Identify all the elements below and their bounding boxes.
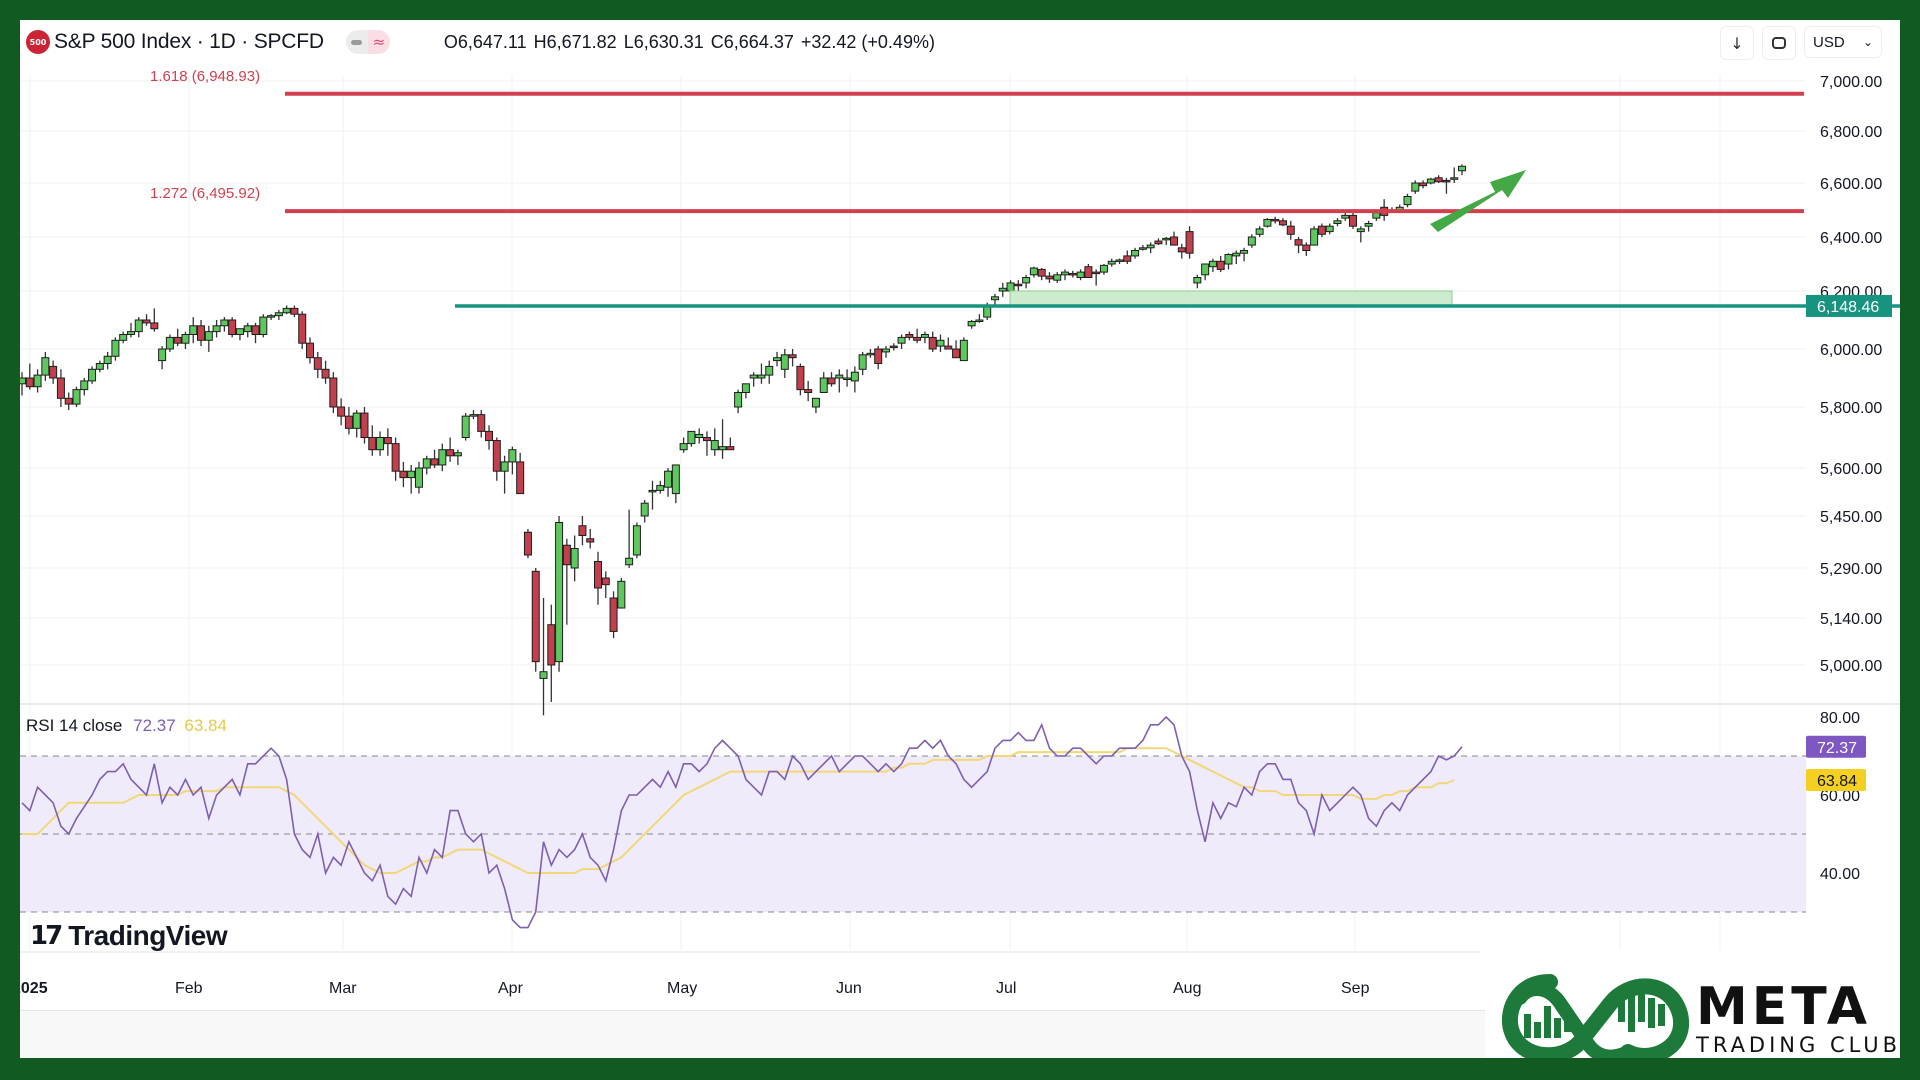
currency-value: USD — [1813, 33, 1845, 51]
fib-level-label: 1.618 (6,948.93) — [150, 68, 260, 85]
change-value: +32.42 (+0.49%) — [800, 31, 935, 52]
ohlc-values: O6,647.11 H6,671.82 L6,630.31 C6,664.37 +32.… — [414, 20, 942, 74]
time-axis: 2025 Feb Mar Apr May Jun Jul Aug Sep — [20, 980, 1370, 997]
svg-text:5,140.00: 5,140.00 — [1820, 611, 1882, 628]
infinity-logo-icon — [1501, 974, 1690, 1058]
symbol-title[interactable]: S&P 500 Index · 1D · SPCFD — [54, 30, 324, 53]
svg-text:Jul: Jul — [996, 980, 1016, 997]
chart-canvas[interactable]: 7,000.006,800.006,600.006,400.006,200.00… — [20, 20, 1900, 1058]
download-button[interactable]: ↓ — [1720, 26, 1754, 60]
download-icon: ↓ — [1730, 33, 1744, 53]
svg-text:5,450.00: 5,450.00 — [1820, 509, 1882, 526]
svg-text:6,800.00: 6,800.00 — [1820, 124, 1882, 141]
svg-text:5,800.00: 5,800.00 — [1820, 400, 1882, 417]
symbol-logo-icon: 500 — [26, 30, 50, 54]
svg-text:7,000.00: 7,000.00 — [1820, 74, 1882, 91]
fullscreen-icon — [1772, 37, 1786, 49]
svg-text:40.00: 40.00 — [1820, 866, 1860, 883]
svg-text:6,148.46: 6,148.46 — [1817, 299, 1879, 316]
svg-text:60.00: 60.00 — [1820, 788, 1860, 805]
low-value: L6,630.31 — [623, 31, 704, 52]
svg-text:72.37: 72.37 — [1817, 740, 1857, 757]
rsi-legend[interactable]: RSI 14 close 72.37 63.84 — [26, 716, 227, 736]
svg-text:5,600.00: 5,600.00 — [1820, 461, 1882, 478]
chart-toolbar: ↓ USD ⌄ — [1720, 26, 1882, 60]
svg-text:5,290.00: 5,290.00 — [1820, 561, 1882, 578]
brand-subtitle: TRADING CLUB — [1696, 1033, 1900, 1057]
rsi-ma-value: 63.84 — [184, 716, 227, 735]
support-zone — [1009, 290, 1453, 307]
market-status-icon — [345, 30, 368, 54]
svg-text:63.84: 63.84 — [1817, 773, 1857, 790]
currency-select[interactable]: USD ⌄ — [1804, 26, 1882, 58]
fullscreen-button[interactable] — [1762, 26, 1796, 60]
rsi-label: RSI 14 close — [26, 716, 123, 735]
close-value: C6,664.37 — [710, 31, 794, 52]
svg-text:5,000.00: 5,000.00 — [1820, 658, 1882, 675]
delayed-data-icon: ≈ — [367, 30, 390, 54]
candles — [20, 164, 1466, 716]
svg-text:6,600.00: 6,600.00 — [1820, 176, 1882, 193]
svg-text:6,000.00: 6,000.00 — [1820, 342, 1882, 359]
tradingview-text: TradingView — [68, 920, 228, 951]
svg-text:Feb: Feb — [175, 980, 203, 997]
svg-text:Mar: Mar — [329, 980, 357, 997]
rsi-ma-line — [22, 747, 1455, 874]
chart-panel: 7,000.00 6,800.00 6,600.00 6,400.00 6,200.00… — [20, 20, 1900, 1058]
brand-name: META — [1696, 977, 1871, 1037]
bottom-toolbar — [20, 1010, 1485, 1058]
tradingview-mark-icon: 17 — [30, 921, 63, 951]
open-value: O6,647.11 — [443, 31, 527, 52]
svg-text:Sep: Sep — [1341, 980, 1370, 997]
fib-level-label: 1.272 (6,495.92) — [150, 185, 260, 202]
rsi-line — [21, 715, 1463, 929]
brand-logo: META TRADING CLUB — [1500, 960, 1900, 1058]
svg-text:80.00: 80.00 — [1820, 710, 1860, 727]
chart-header: 500 S&P 500 Index · 1D · SPCFD ≈ O6,647.… — [26, 28, 942, 56]
svg-text:Apr: Apr — [498, 980, 524, 997]
price-axis: 7,000.006,800.006,600.006,400.006,200.00… — [1820, 74, 1882, 675]
tradingview-logo: 17 TradingView — [30, 920, 228, 952]
svg-text:6,400.00: 6,400.00 — [1820, 230, 1882, 247]
trend-arrow-icon — [1430, 170, 1526, 232]
support-price-tag — [1806, 294, 1892, 317]
chevron-down-icon: ⌄ — [1862, 35, 1873, 49]
svg-text:May: May — [667, 980, 697, 997]
svg-text:2025: 2025 — [20, 980, 48, 997]
rsi-pane: 80.00 60.00 40.00 72.37 63.84 — [20, 710, 1866, 929]
rsi-value: 72.37 — [133, 716, 176, 735]
svg-text:Aug: Aug — [1173, 980, 1201, 997]
high-value: H6,671.82 — [533, 31, 617, 52]
chart-status-pill[interactable]: ≈ — [345, 30, 390, 54]
svg-text:Jun: Jun — [836, 980, 862, 997]
